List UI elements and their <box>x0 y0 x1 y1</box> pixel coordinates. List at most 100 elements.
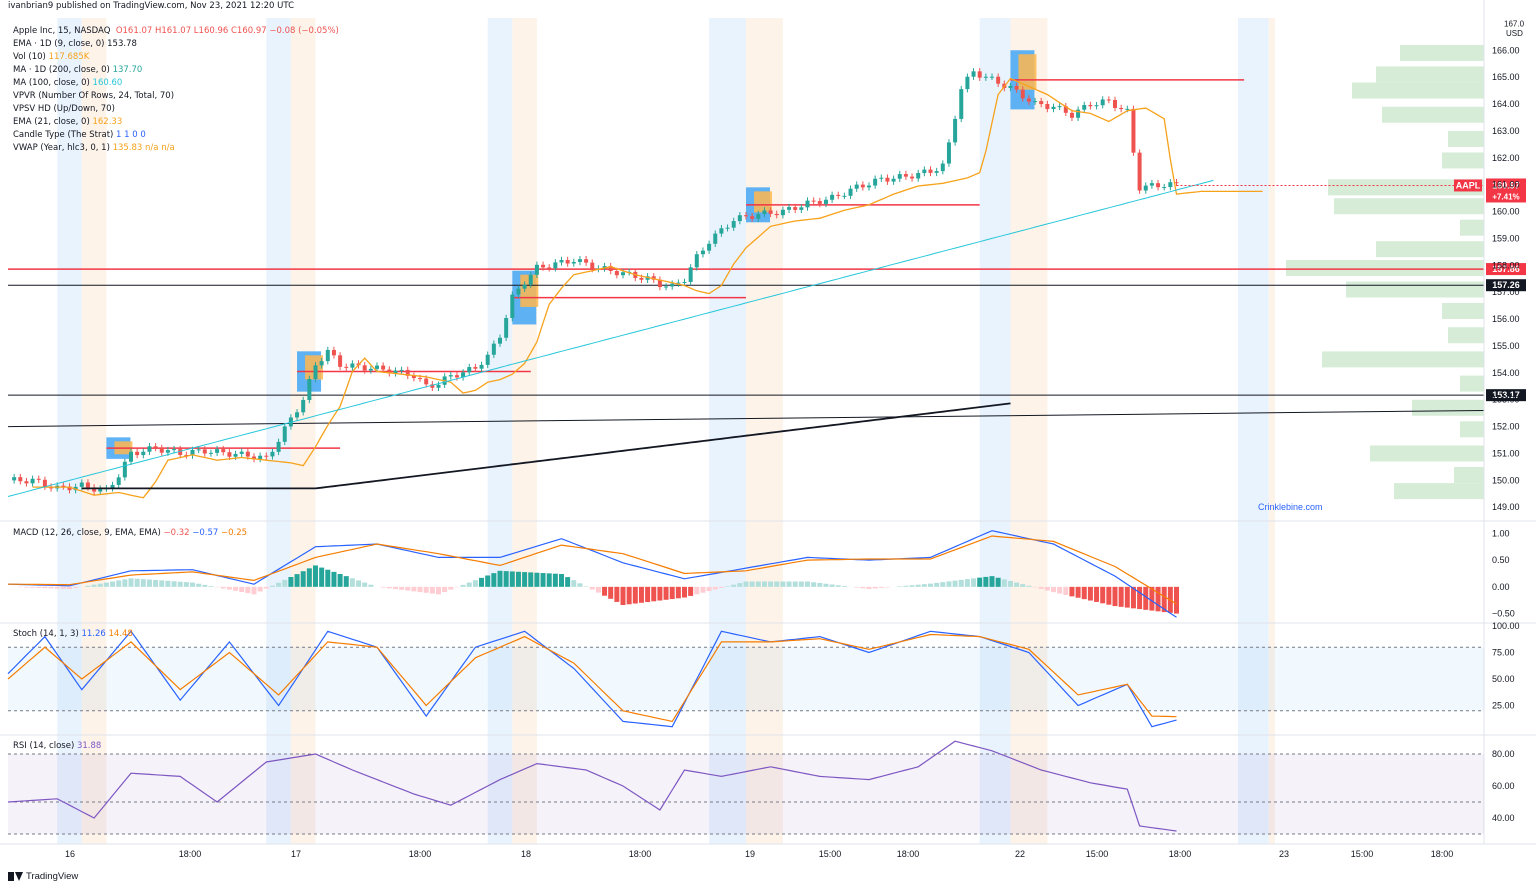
symbol-row[interactable]: Apple Inc, 15, NASDAQ O161.07 H161.07 L1… <box>13 25 339 38</box>
macd-histogram-bar <box>669 586 675 600</box>
macd-histogram-bar <box>577 583 583 587</box>
candle-body <box>1045 104 1050 110</box>
candle-body <box>910 176 915 179</box>
macd-histogram-bar <box>1044 586 1050 591</box>
rsi-axis-tick: 80.00 <box>1492 749 1515 759</box>
candle-body <box>737 215 742 222</box>
macd-histogram-bar <box>755 581 761 587</box>
time-axis-tick: 18:00 <box>1169 849 1192 859</box>
macd-histogram-bar <box>700 586 706 593</box>
rsi-pane-label[interactable]: RSI (14, close) 31.88 <box>13 741 102 751</box>
macd-histogram-bar <box>546 573 552 587</box>
legend-indicator-row[interactable]: Vol (10) 117.685K <box>13 51 339 64</box>
price-tag-change: +7.41% <box>1492 192 1519 201</box>
candle-body <box>873 178 878 186</box>
candle-body <box>990 76 994 78</box>
macd-histogram-bar <box>706 586 712 592</box>
session-band <box>57 18 82 844</box>
candle-body <box>129 451 133 462</box>
candle-body <box>1149 183 1154 186</box>
price-axis-tick: 167.0 <box>1504 19 1525 28</box>
macd-axis-tick: −0.50 <box>1492 609 1515 619</box>
macd-histogram-bar <box>1161 586 1167 613</box>
candle-body <box>584 259 589 263</box>
candle-body <box>1113 99 1117 108</box>
candle-body <box>516 288 521 295</box>
macd-line <box>7 530 1177 618</box>
candle-body <box>1033 101 1038 103</box>
macd-pane-label[interactable]: MACD (12, 26, close, 9, EMA, EMA) −0.32 … <box>13 528 248 538</box>
stoch-pane-label[interactable]: Stoch (14, 1, 3) 11.26 14.48 <box>13 629 133 639</box>
price-axis-tick: 149.00 <box>1492 502 1520 512</box>
candle-body <box>1131 108 1136 153</box>
candle-body <box>996 76 1001 84</box>
macd-histogram-bar <box>399 586 405 590</box>
macd-histogram-bar <box>331 571 337 587</box>
candle-body <box>541 264 546 268</box>
legend-indicator-row[interactable]: MA · 1D (200, close, 0) 137.70 <box>13 64 339 77</box>
time-axis-tick: 15:00 <box>819 849 842 859</box>
macd-histogram-bar <box>60 586 66 589</box>
macd-histogram-bar <box>30 586 36 588</box>
macd-histogram-bar <box>269 585 275 587</box>
macd-histogram-bar <box>841 585 847 587</box>
candle-body <box>79 482 84 487</box>
legend-indicator-row[interactable]: Candle Type (The Strat) 1 1 0 0 <box>13 129 339 142</box>
candle-body <box>252 456 256 460</box>
legend-indicator-row[interactable]: EMA (21, close, 0) 162.33 <box>13 116 339 129</box>
legend-indicator-row[interactable]: MA (100, close, 0) 160.60 <box>13 77 339 90</box>
macd-histogram-bar <box>423 586 429 593</box>
macd-histogram-bar <box>1112 586 1118 607</box>
candle-body <box>1026 98 1031 102</box>
legend-indicator-row[interactable]: VWAP (Year, hlc3, 0, 1) 135.83 n/a n/a <box>13 142 339 155</box>
macd-histogram-bar <box>872 586 878 589</box>
macd-histogram-bar <box>1087 586 1093 601</box>
candle-body <box>903 174 908 177</box>
legend-indicator-row[interactable]: VPSV HD (Up/Down, 70) <box>13 103 339 116</box>
macd-histogram-bar <box>276 582 282 587</box>
tradingview-footer[interactable]: TradingView <box>8 871 78 882</box>
legend-indicator-row[interactable]: EMA · 1D (9, close, 0) 153.78 <box>13 38 339 51</box>
time-axis-tick: 23 <box>1279 849 1289 859</box>
candle-body <box>85 482 90 488</box>
session-band <box>512 18 537 844</box>
macd-axis-tick: 1.00 <box>1492 528 1510 538</box>
macd-histogram-bar <box>823 583 829 587</box>
macd-histogram-bar <box>208 586 214 587</box>
indicator-value: 1 1 0 0 <box>113 130 146 140</box>
candle-body <box>713 233 718 244</box>
candle-body <box>448 375 453 377</box>
candle-body <box>1082 104 1087 110</box>
candle-body <box>719 228 724 234</box>
indicator-label: Vol (10) <box>13 52 46 62</box>
price-axis-tick: 153.00 <box>1492 395 1520 405</box>
candle-body <box>1156 183 1161 188</box>
macd-histogram-bar <box>921 584 927 587</box>
macd-histogram-bar <box>934 582 940 587</box>
candle-body <box>258 455 263 460</box>
macd-signal-line <box>8 535 1177 605</box>
indicator-label: EMA · 1D (9, close, 0) <box>13 39 105 49</box>
session-band <box>1010 18 1048 844</box>
macd-histogram-bar <box>682 586 687 598</box>
macd-histogram-bar <box>54 586 60 589</box>
candle-body <box>147 446 152 452</box>
macd-histogram-bar <box>884 586 890 588</box>
candle-body <box>498 337 502 344</box>
publish-header: ivanbrian9 published on TradingView.com,… <box>8 0 708 13</box>
macd-histogram-bar <box>436 586 441 595</box>
trend-line <box>7 409 1485 428</box>
macd-histogram-bar <box>368 584 374 587</box>
volume-profile-bar <box>1352 82 1484 99</box>
candle-body <box>215 449 220 453</box>
macd-histogram-bar <box>251 586 257 595</box>
candle-body <box>805 200 810 208</box>
macd-axis-tick: 0.50 <box>1492 555 1510 565</box>
price-axis-tick: 152.00 <box>1492 422 1520 432</box>
macd-histogram-bar <box>995 577 1001 587</box>
macd-histogram-bar <box>614 586 620 602</box>
macd-histogram-bar <box>491 573 497 587</box>
macd-histogram-bar <box>651 586 657 602</box>
legend-indicator-row[interactable]: VPVR (Number Of Rows, 24, Total, 70) <box>13 90 339 103</box>
